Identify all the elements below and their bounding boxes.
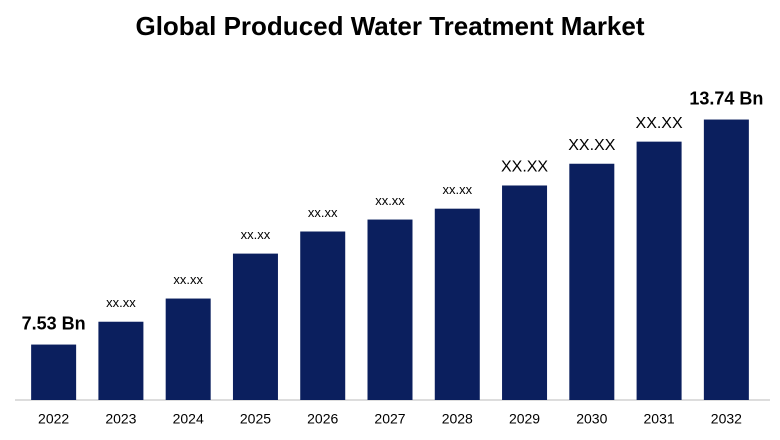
x-tick-label: 2026 xyxy=(307,411,338,427)
bar xyxy=(300,231,346,400)
bar xyxy=(367,219,413,400)
placeholder-label: xx.xx xyxy=(241,227,271,242)
bar xyxy=(569,163,615,400)
x-tick-label: 2030 xyxy=(576,411,607,427)
x-tick-label: 2031 xyxy=(644,411,675,427)
bar xyxy=(98,321,144,400)
placeholder-label: xx.xx xyxy=(375,193,405,208)
x-tick-label: 2022 xyxy=(38,411,69,427)
x-tick-label: 2024 xyxy=(173,411,204,427)
chart-title: Global Produced Water Treatment Market xyxy=(135,11,644,41)
bar xyxy=(165,298,211,400)
value-label: 13.74 Bn xyxy=(689,88,763,108)
x-tick-label: 2027 xyxy=(374,411,405,427)
bar xyxy=(232,253,278,400)
bar xyxy=(636,141,682,401)
placeholder-label: XX.XX xyxy=(501,159,548,176)
placeholder-label: xx.xx xyxy=(173,272,203,287)
x-tick-label: 2032 xyxy=(711,411,742,427)
value-label: 7.53 Bn xyxy=(22,313,86,333)
x-tick-label: 2025 xyxy=(240,411,271,427)
x-tick-label: 2023 xyxy=(105,411,136,427)
x-tick-label: 2028 xyxy=(442,411,473,427)
placeholder-label: xx.xx xyxy=(442,182,472,197)
placeholder-label: XX.XX xyxy=(636,115,683,132)
bar xyxy=(703,119,749,401)
placeholder-label: xx.xx xyxy=(106,295,136,310)
bar xyxy=(31,344,77,400)
bar xyxy=(434,208,480,400)
x-tick-label: 2029 xyxy=(509,411,540,427)
bar xyxy=(502,185,548,400)
placeholder-label: xx.xx xyxy=(308,205,338,220)
placeholder-label: XX.XX xyxy=(568,137,615,154)
